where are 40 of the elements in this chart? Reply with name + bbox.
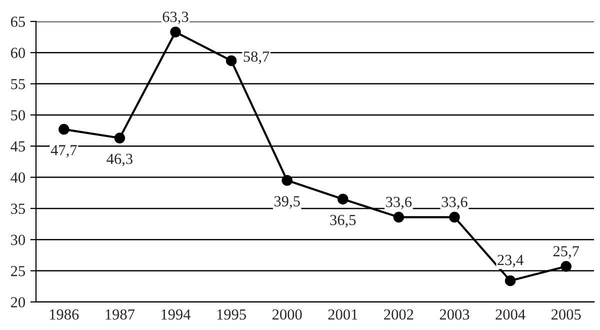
x-tick-label: 2000 <box>272 309 302 320</box>
point <box>58 124 70 135</box>
y-tick-label: 50 <box>11 110 25 120</box>
data-label: 23,4 <box>498 254 524 268</box>
x-tick-label: 2001 <box>328 309 358 320</box>
point <box>449 212 460 223</box>
y-tick-label: 35 <box>11 204 25 214</box>
x-tick-label: 2003 <box>440 309 470 320</box>
x-tick-label: 2005 <box>551 309 581 320</box>
point <box>226 55 237 66</box>
data-label: 39,5 <box>274 196 300 209</box>
data-label: 33,6 <box>442 196 468 210</box>
y-tick-label: 55 <box>11 79 25 90</box>
x-tick-label: 1994 <box>162 309 191 320</box>
y-tick-label: 30 <box>11 234 25 246</box>
y-tick-label: 40 <box>10 172 25 183</box>
y-tick-label: 25 <box>10 266 25 276</box>
point <box>282 175 292 186</box>
point <box>338 194 348 204</box>
point <box>504 275 516 286</box>
y-tick-label: 60 <box>10 48 25 58</box>
data-label: 36,5 <box>330 214 356 228</box>
point <box>170 26 181 38</box>
x-tick-label: 2002 <box>384 309 414 320</box>
x-tick-label: 1987 <box>106 309 135 320</box>
y-tick-label: 65 <box>10 16 25 27</box>
data-label: 47,7 <box>50 145 77 158</box>
x-tick-label: 2004 <box>496 309 526 320</box>
data-label: 63,3 <box>162 12 188 24</box>
data-label: 33,6 <box>386 196 412 210</box>
data-label: 25,7 <box>553 246 580 259</box>
y-tick-label: 20 <box>10 297 25 308</box>
data-label: 58,7 <box>244 51 270 64</box>
x-tick-label: 1995 <box>217 309 246 320</box>
data-label: 46,3 <box>106 154 132 166</box>
y-tick-label: 45 <box>10 141 25 152</box>
x-tick-label: 1986 <box>50 309 79 320</box>
point <box>393 212 404 223</box>
point <box>114 132 126 144</box>
point <box>560 261 572 272</box>
